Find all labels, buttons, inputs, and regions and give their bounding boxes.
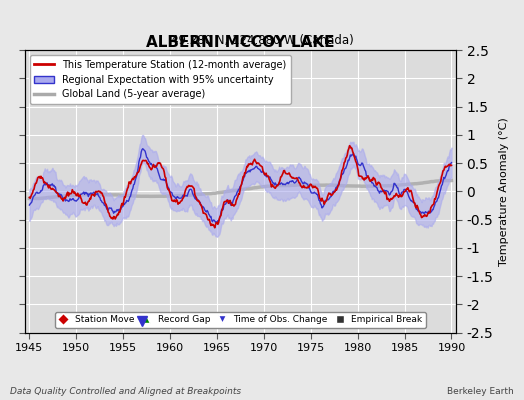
Title: ALBERNI MCCOY LAKE: ALBERNI MCCOY LAKE <box>146 35 335 50</box>
Text: 49.280 N, 124.880 W (Canada): 49.280 N, 124.880 W (Canada) <box>171 34 353 47</box>
Text: Data Quality Controlled and Aligned at Breakpoints: Data Quality Controlled and Aligned at B… <box>10 387 242 396</box>
Legend: Station Move, Record Gap, Time of Obs. Change, Empirical Break: Station Move, Record Gap, Time of Obs. C… <box>54 312 426 328</box>
Y-axis label: Temperature Anomaly (°C): Temperature Anomaly (°C) <box>499 117 509 266</box>
Text: Berkeley Earth: Berkeley Earth <box>447 387 514 396</box>
